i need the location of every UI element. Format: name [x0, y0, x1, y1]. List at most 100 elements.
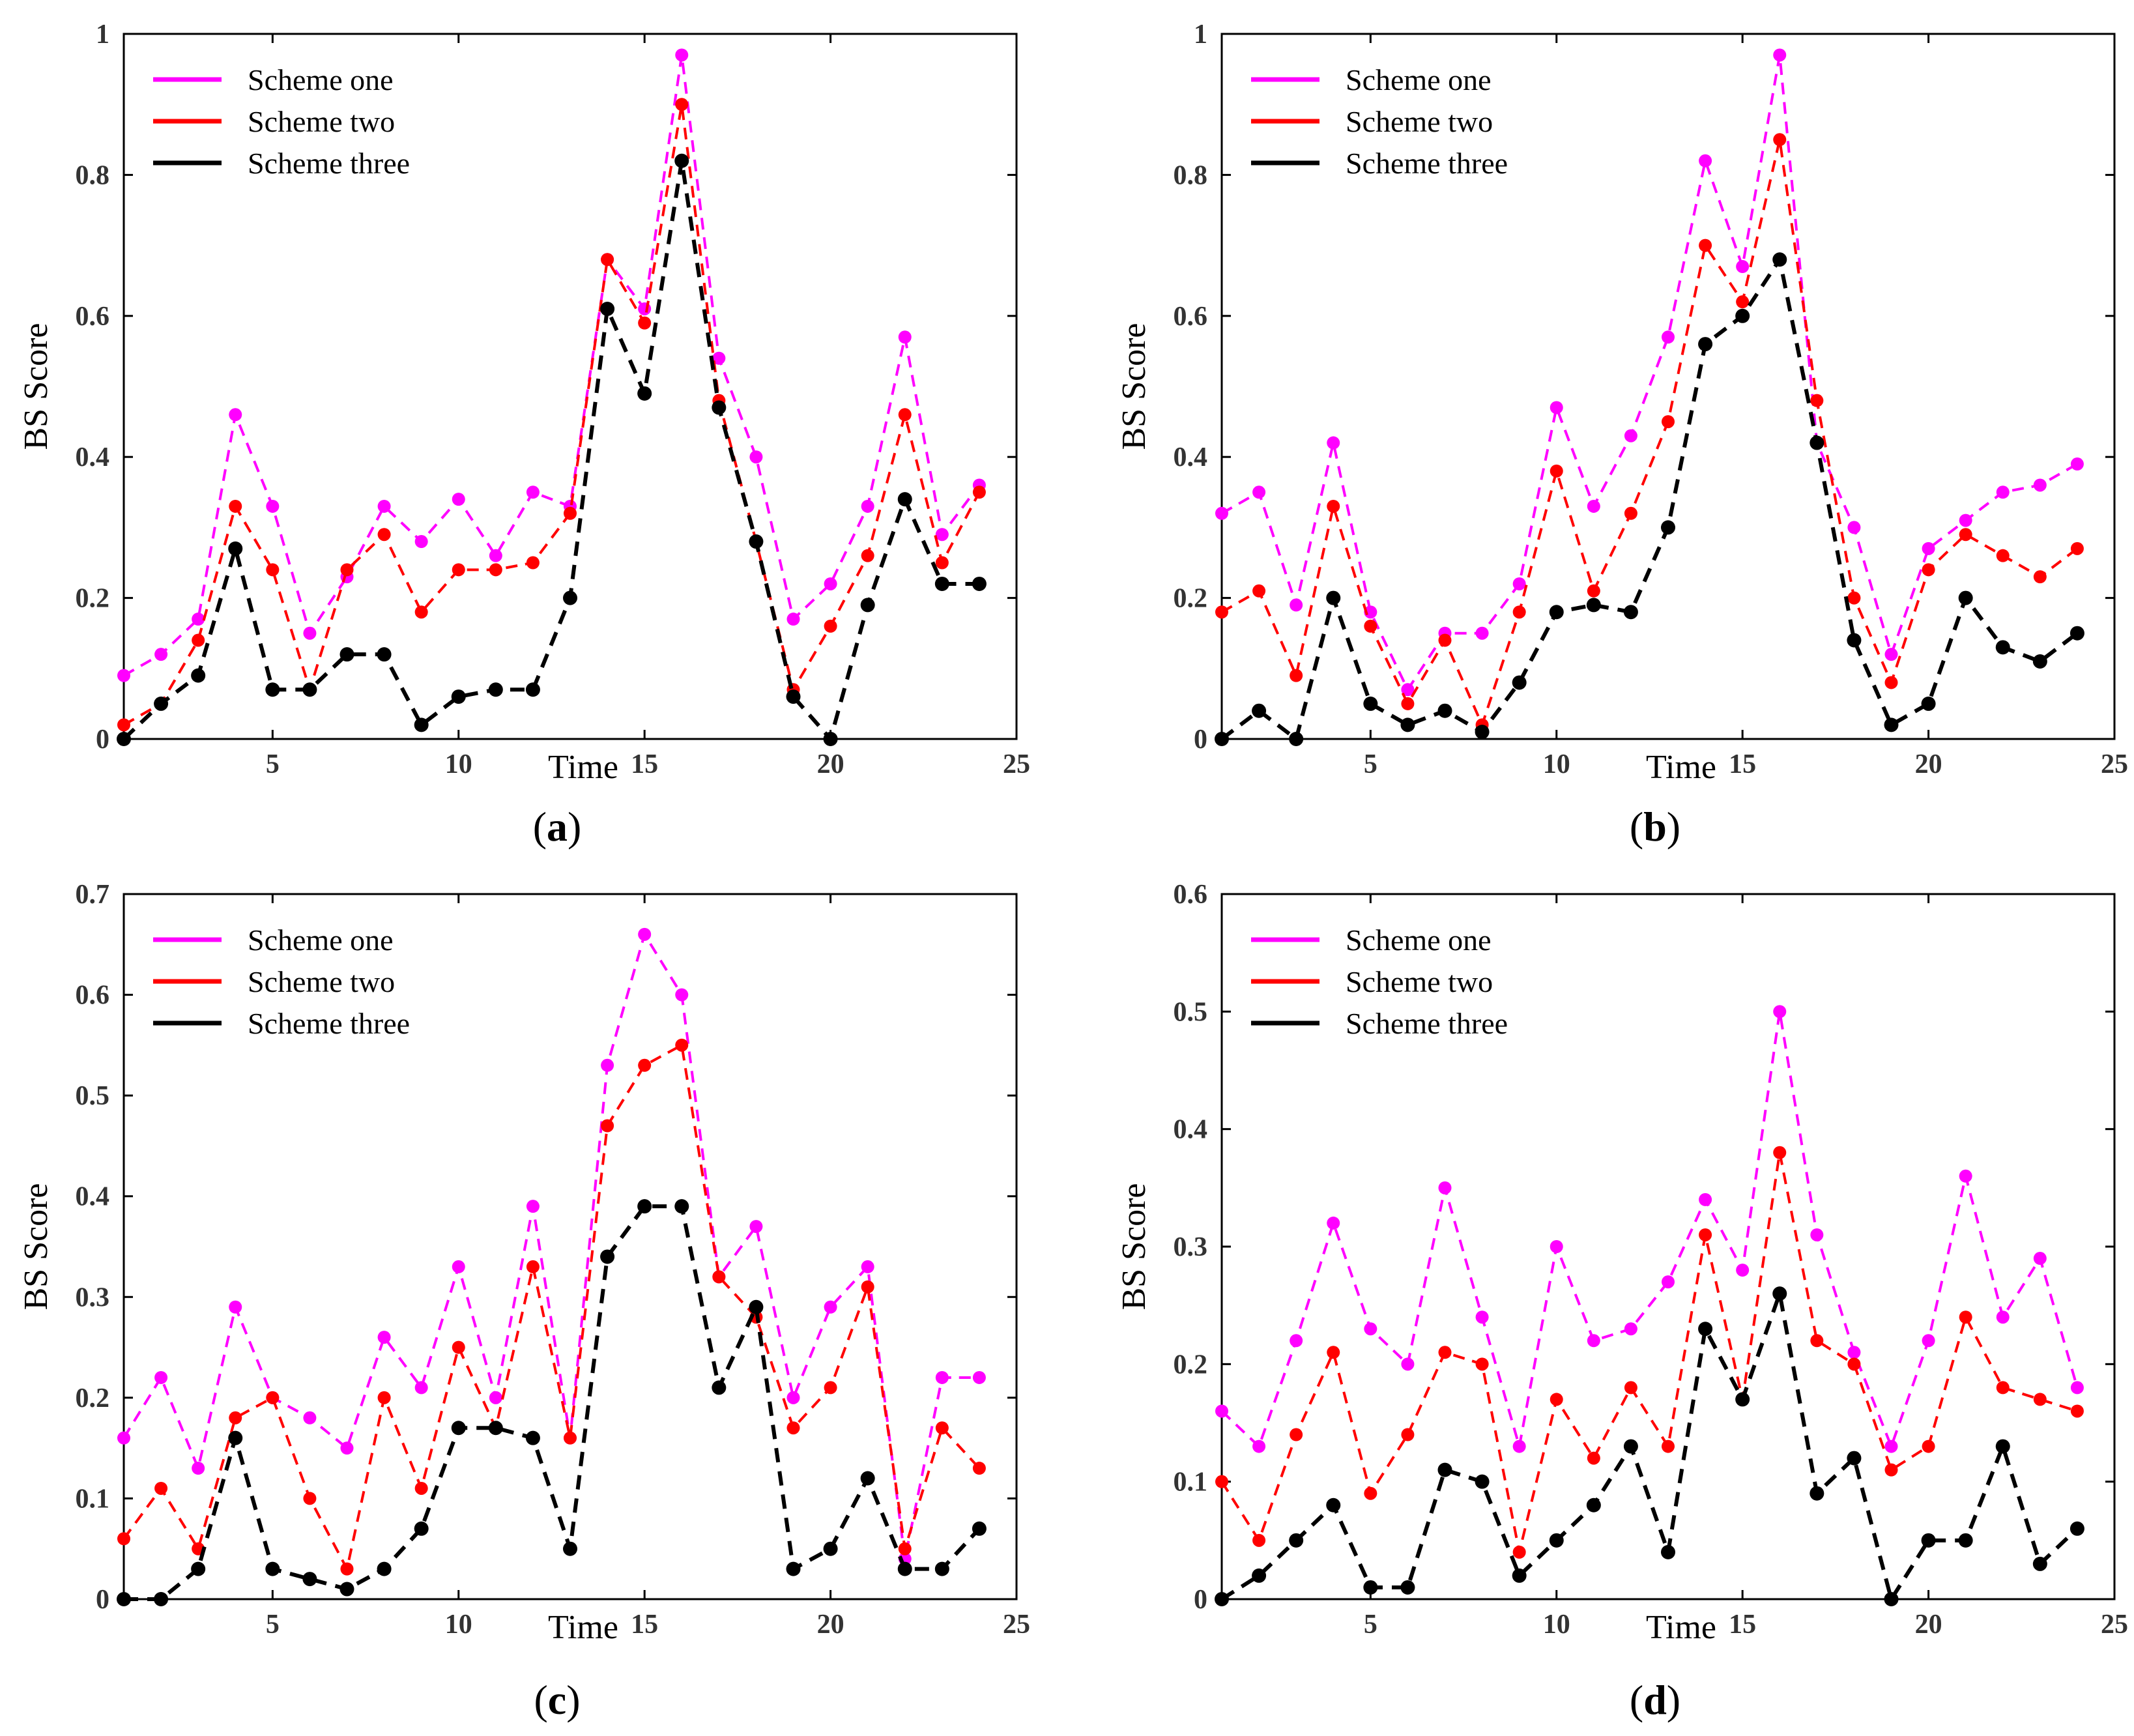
data-point: [600, 1249, 615, 1264]
data-point: [1327, 1216, 1340, 1230]
data-point: [2033, 478, 2047, 492]
data-point: [1327, 499, 1340, 513]
data-point: [564, 1431, 577, 1445]
data-point: [1364, 1322, 1377, 1336]
data-point: [675, 1038, 689, 1052]
data-point: [2069, 626, 2084, 641]
panel-label: (c): [534, 1677, 580, 1723]
data-point: [749, 450, 763, 464]
data-point: [1475, 1474, 1490, 1489]
data-point: [1847, 633, 1862, 648]
data-point: [897, 492, 912, 507]
plot-frame: [123, 33, 1018, 740]
y-tick-label: 0.6: [1174, 880, 1208, 910]
data-point: [1847, 1357, 1861, 1371]
data-point: [526, 1260, 540, 1273]
data-point: [2032, 654, 2047, 669]
legend: Scheme one Scheme two Scheme three: [153, 923, 410, 1040]
data-point: [339, 1582, 354, 1597]
data-point: [1922, 563, 1935, 577]
x-tick-label: 25: [2101, 1610, 2128, 1640]
x-tick-label: 20: [1915, 749, 1942, 779]
y-tick-label: 0.3: [76, 1282, 110, 1312]
data-point: [452, 1340, 465, 1354]
data-point: [972, 1462, 986, 1475]
data-point: [117, 1431, 130, 1445]
x-tick-label: 25: [1003, 749, 1030, 779]
data-point: [749, 534, 764, 549]
data-point: [1699, 239, 1712, 252]
data-point: [414, 1481, 428, 1495]
data-point: [2032, 1556, 2047, 1571]
data-point: [1252, 1568, 1267, 1583]
data-point: [1661, 520, 1675, 535]
data-point: [564, 506, 577, 520]
data-point: [972, 1370, 986, 1384]
data-point: [1252, 485, 1266, 499]
data-point: [1550, 464, 1563, 478]
data-point: [1401, 1357, 1415, 1371]
series-scheme-two: [117, 98, 986, 732]
data-point: [489, 549, 502, 562]
series-line: [1221, 55, 2078, 693]
x-tick-label: 15: [1729, 749, 1756, 779]
data-point: [1922, 1334, 1935, 1348]
series-scheme-one: [117, 48, 986, 682]
plot-frame: [1220, 33, 2116, 740]
y-tick-label: 0.2: [1174, 1350, 1208, 1380]
data-point: [117, 1592, 131, 1606]
data-point: [1810, 1334, 1824, 1348]
data-point: [1550, 401, 1563, 414]
series-scheme-three: [117, 1199, 987, 1606]
data-point: [712, 351, 726, 365]
data-point: [1215, 506, 1228, 520]
legend: Scheme one Scheme two Scheme three: [153, 63, 410, 180]
data-point: [488, 1421, 503, 1436]
data-point: [266, 499, 280, 513]
data-point: [451, 689, 466, 704]
data-point: [1289, 732, 1304, 746]
data-point: [266, 1391, 280, 1404]
series-scheme-one: [1215, 1005, 2084, 1453]
data-point: [340, 563, 354, 577]
data-point: [786, 613, 800, 626]
data-point: [1773, 1005, 1787, 1019]
data-point: [1624, 1381, 1637, 1395]
data-point: [1475, 1310, 1489, 1324]
y-tick-label: 0: [96, 725, 109, 755]
x-tick-label: 20: [817, 1610, 844, 1640]
data-point: [1884, 648, 1898, 661]
data-point: [303, 1411, 317, 1425]
y-tick-label: 0.3: [1174, 1232, 1208, 1262]
data-point: [1215, 605, 1228, 619]
legend-entry: Scheme three: [248, 147, 410, 180]
series-line: [1220, 1152, 2078, 1553]
legend: Scheme one Scheme two Scheme three: [1251, 923, 1508, 1040]
data-point: [1958, 590, 1973, 605]
data-point: [898, 1542, 912, 1555]
data-point: [1290, 1334, 1303, 1348]
y-tick-label: 0.1: [1174, 1468, 1208, 1497]
data-point: [972, 576, 987, 591]
x-tick-label: 25: [2101, 749, 2128, 779]
x-tick-label: 5: [1364, 749, 1377, 779]
legend-entry: Scheme one: [1346, 63, 1492, 96]
data-point: [1215, 732, 1229, 746]
data-point: [1736, 260, 1750, 274]
data-point: [414, 1521, 429, 1536]
data-point: [600, 301, 615, 316]
legend-entry: Scheme one: [248, 923, 394, 957]
data-point: [2070, 1381, 2084, 1395]
data-point: [1810, 1228, 1824, 1241]
data-point: [1512, 605, 1526, 619]
data-point: [1662, 330, 1675, 344]
data-point: [824, 1381, 837, 1395]
data-point: [1623, 605, 1638, 620]
data-point: [303, 1492, 317, 1505]
data-point: [749, 1220, 763, 1234]
series-scheme-three: [1215, 1286, 2084, 1606]
y-tick-label: 1: [1194, 20, 1207, 50]
data-point: [1215, 1475, 1228, 1488]
